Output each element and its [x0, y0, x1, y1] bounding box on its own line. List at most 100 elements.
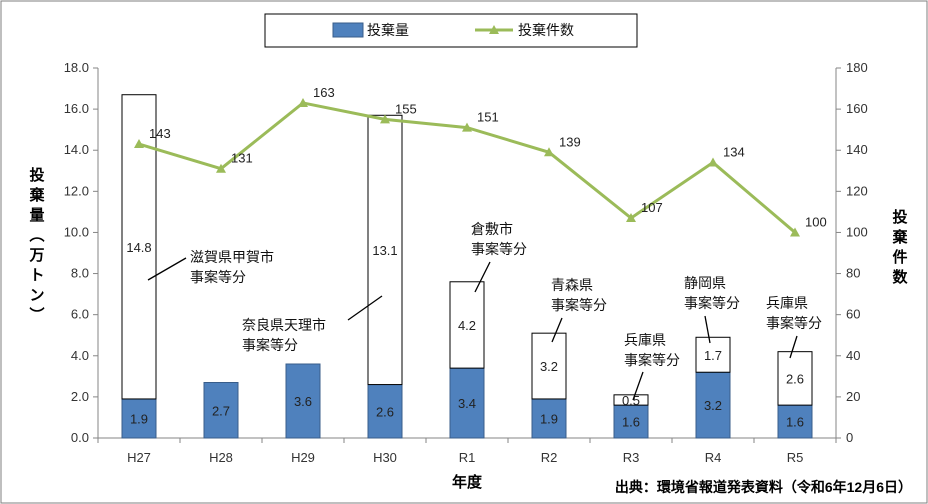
callout-text: 事案等分	[624, 352, 680, 368]
callout-text: 事案等分	[766, 315, 822, 331]
y-tick-label-left: 2.0	[71, 389, 89, 404]
bar-value-base: 1.9	[540, 411, 558, 426]
y-tick-label-right: 180	[846, 60, 868, 75]
y-tick-label-left: 10.0	[64, 224, 89, 239]
y-tick-label-left: 6.0	[71, 307, 89, 322]
count-point-label: 131	[231, 151, 253, 166]
bar-volume-base	[613, 404, 649, 439]
y-tick-label-right: 160	[846, 101, 868, 116]
y-tick-label-right: 80	[846, 266, 860, 281]
y-ticks-left: 0.0 2.0 4.0 6.0 8.0 10.0 12.0 14.0 16.0 18.0	[64, 60, 98, 445]
bar-volume-case-segment	[449, 281, 485, 369]
bar-value-case-segment: 13.1	[372, 243, 397, 258]
count-point-label: 100	[805, 214, 827, 229]
bar-value-case-segment: 3.2	[540, 359, 558, 374]
count-point-marker	[626, 213, 636, 223]
bar-volume-case-segment	[613, 394, 649, 406]
bar-value-case-segment: 1.7	[704, 348, 722, 363]
bar-value-base: 1.6	[786, 415, 804, 430]
bar-volume-base	[531, 398, 567, 439]
callout-leader	[147, 257, 187, 281]
count-point-marker	[462, 122, 472, 132]
callout-text: 事案等分	[551, 297, 607, 313]
count-point-label: 143	[149, 126, 171, 141]
bar-volume-base	[449, 367, 485, 439]
y-tick-label-left: 18.0	[64, 60, 89, 75]
count-point-label: 151	[477, 110, 499, 125]
callout-leader	[632, 371, 644, 401]
count-point-label: 139	[559, 134, 581, 149]
legend-box	[264, 13, 638, 48]
bar-volume-base	[285, 363, 321, 439]
y-tick-label-right: 140	[846, 142, 868, 157]
callout-text: 青森県	[551, 277, 593, 293]
legend: 投棄量 投棄件数	[264, 13, 638, 48]
callout-text: 事案等分	[684, 295, 740, 311]
bar-value-base: 1.9	[130, 411, 148, 426]
y-tick-label-left: 12.0	[64, 183, 89, 198]
y-tick-label-left: 14.0	[64, 142, 89, 157]
x-tick-label: H29	[291, 450, 315, 465]
bar-value-case-segment: 14.8	[126, 240, 151, 255]
callout-text: 兵庫県	[766, 295, 808, 311]
x-tick-label: H28	[209, 450, 233, 465]
bar-volume-case-segment	[531, 332, 567, 400]
bar-labels: 1.9 14.8 2.7 3.6 2.6 13.1 3.4 4.2 1.9 3.2 1.6 0.5 3.…	[126, 240, 804, 430]
bar-value-base: 3.4	[458, 396, 476, 411]
callout-leader	[704, 315, 711, 344]
bar-value-base: 3.6	[294, 394, 312, 409]
callout-text: 兵庫県	[624, 332, 666, 348]
count-point-label: 134	[723, 145, 745, 160]
count-point-marker	[544, 147, 554, 157]
callout-text: 事案等分	[190, 269, 246, 285]
y-tick-label-right: 100	[846, 224, 868, 239]
x-tick-label: R1	[459, 450, 476, 465]
bar-value-case-segment: 2.6	[786, 371, 804, 386]
y-axis-title-right: 投棄件数	[892, 208, 908, 286]
y-tick-label-right: 0	[846, 430, 853, 445]
count-point-marker	[134, 139, 144, 149]
bar-volume-base	[695, 371, 731, 439]
y-axis-title-left: 投棄量︵万トン︶	[28, 166, 45, 324]
count-point-label: 107	[641, 200, 663, 215]
callout-text: 事案等分	[242, 337, 298, 353]
y-tick-label-right: 120	[846, 183, 868, 198]
count-point-label: 163	[313, 85, 335, 100]
y-tick-label-right: 40	[846, 348, 860, 363]
bar-volume-base	[777, 404, 813, 439]
x-tick-label: H30	[373, 450, 397, 465]
x-tick-label: R3	[623, 450, 640, 465]
y-ticks-right: 0 20 40 60 80 100 120 140 160 180	[836, 60, 868, 445]
bar-value-base: 3.2	[704, 398, 722, 413]
y-tick-label-right: 20	[846, 389, 860, 404]
x-tick-label: R5	[787, 450, 804, 465]
bar-volume-case-segment	[777, 351, 813, 406]
callout-leader	[347, 295, 383, 321]
source-note: 出典：環境省報道発表資料（令和6年12月6日）	[615, 479, 912, 495]
callout-leader	[474, 261, 491, 293]
x-ticks: H27 H28 H29 H30 R1 R2 R3 R4 R5	[97, 438, 837, 465]
callout-text: 事案等分	[471, 241, 527, 257]
count-point-label: 155	[395, 101, 417, 116]
count-point-marker	[216, 163, 226, 173]
legend-marker-count	[489, 25, 499, 34]
bar-volume-base	[121, 398, 157, 439]
callout-leader	[551, 317, 563, 343]
x-tick-label: H27	[127, 450, 151, 465]
count-point-marker	[380, 114, 390, 124]
annotations: 滋賀県甲賀市事案等分奈良県天理市事案等分倉敷市事案等分青森県事案等分兵庫県事案等…	[147, 221, 822, 401]
callout-text: 静岡県	[684, 275, 726, 291]
callout-text: 奈良県天理市	[242, 317, 326, 333]
count-line: 143 131 163 155 151 139 107 134 100	[134, 85, 827, 237]
bar-volume-base	[367, 384, 403, 439]
y-tick-label-left: 4.0	[71, 348, 89, 363]
legend-label-count: 投棄件数	[518, 22, 574, 38]
legend-swatch-volume	[332, 22, 364, 38]
bar-value-case-segment: 0.5	[622, 393, 640, 408]
callout-leader	[789, 335, 798, 359]
y-tick-label-left: 8.0	[71, 266, 89, 281]
bar-value-case-segment: 4.2	[458, 318, 476, 333]
bar-value-base: 1.6	[622, 415, 640, 430]
